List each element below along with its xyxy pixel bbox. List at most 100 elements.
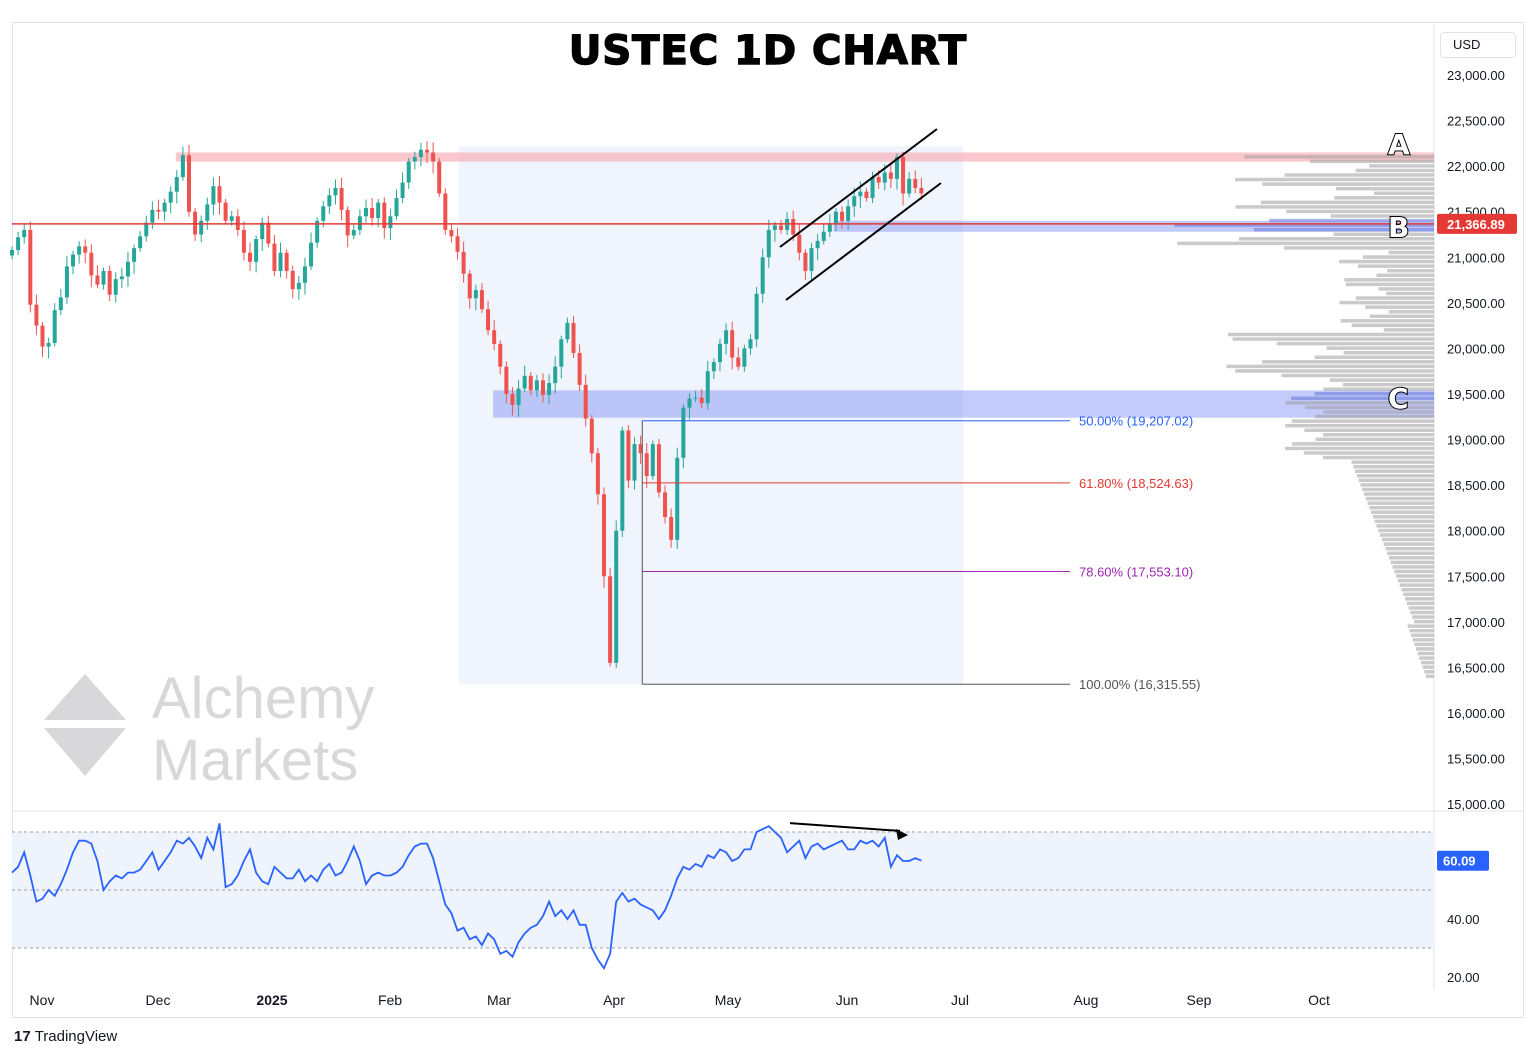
candle-body	[534, 380, 539, 391]
candle-body	[296, 282, 301, 290]
candle-body	[638, 444, 643, 454]
candle-body	[443, 193, 448, 230]
price-tick: 19,500.00	[1447, 387, 1505, 402]
candle-body	[583, 384, 588, 419]
last-price-badge	[1437, 213, 1517, 234]
fib-level-label: 78.60% (17,553.10)	[1079, 564, 1193, 579]
volume-profile-bar	[1426, 674, 1434, 679]
channel-line	[785, 182, 942, 301]
candle-body	[553, 366, 558, 384]
volume-profile-bar	[1326, 346, 1434, 350]
candle-body	[333, 188, 338, 196]
volume-profile-bar	[1330, 214, 1434, 218]
zone-label-b: B	[1388, 211, 1409, 244]
volume-profile-bar	[1291, 419, 1434, 423]
candle-body	[919, 188, 924, 194]
price-tick: 20,500.00	[1447, 296, 1505, 311]
candle-body	[791, 219, 796, 235]
volume-profile-bar	[1314, 355, 1434, 360]
tradingview-brand[interactable]: 17 TradingView	[14, 1028, 117, 1045]
candle-body	[858, 191, 863, 197]
volume-profile-bar	[1386, 291, 1434, 296]
candle-body	[846, 206, 851, 221]
volume-profile-bar	[1372, 515, 1434, 519]
candle-body	[412, 157, 417, 162]
volume-profile-bar	[1310, 159, 1434, 164]
candle-body	[547, 383, 552, 395]
volume-profile-bar	[1323, 387, 1434, 391]
watermark-line-2: Markets	[152, 728, 359, 793]
fib-level-label: 100.00% (16,315.55)	[1079, 677, 1200, 692]
candle-body	[559, 339, 564, 367]
volume-profile-bar	[1424, 669, 1434, 674]
price-tick: 17,000.00	[1447, 615, 1505, 630]
volume-profile-bar	[1276, 341, 1434, 346]
price-axis: 23,000.0022,500.0022,000.0021,500.0021,0…	[1437, 68, 1517, 812]
time-tick: 2025	[256, 992, 287, 1008]
time-axis: Nov Dec 2025 Feb Mar Apr May Jun Jul Aug Sep Oct	[30, 992, 1330, 1008]
candle-body	[266, 222, 271, 244]
price-tick: 17,500.00	[1447, 569, 1505, 584]
volume-profile-bar	[1369, 164, 1434, 168]
candle-body	[150, 209, 155, 223]
candle-body	[644, 453, 649, 477]
candle-body	[132, 248, 137, 262]
volume-profile-bar	[1292, 442, 1434, 446]
candle-body	[16, 237, 21, 250]
candle-body	[168, 191, 173, 203]
candle-body	[565, 322, 570, 340]
candle-body	[473, 290, 478, 299]
candle-body	[205, 204, 210, 221]
candle-body	[461, 251, 466, 274]
volume-profile-bar	[1362, 487, 1434, 492]
volume-profile-bar	[1392, 565, 1434, 569]
divergence-arrow	[789, 822, 901, 832]
volume-profile-bar	[1356, 474, 1434, 478]
currency-button[interactable]: USD	[1440, 32, 1516, 58]
candle-body	[742, 348, 747, 367]
watermark: Alchemy Markets	[152, 668, 374, 792]
time-tick: Apr	[603, 992, 625, 1008]
volume-profile-bar	[1414, 619, 1434, 624]
candle-body	[83, 246, 88, 253]
chart-title: USTEC 1D CHART	[568, 27, 968, 75]
volume-profile-bar	[1389, 556, 1434, 560]
volume-profile-bar	[1376, 273, 1434, 278]
volume-profile-bar	[1416, 647, 1434, 651]
candle-body	[754, 293, 759, 340]
volume-profile-bar	[1235, 369, 1434, 373]
volume-profile-bar	[1342, 382, 1434, 387]
last-price-label: 21,366.89	[1447, 217, 1505, 232]
candle-body	[882, 172, 887, 183]
alchemy-logo-icon	[44, 674, 126, 776]
volume-profile-bar	[1394, 569, 1434, 574]
candle-body	[71, 254, 76, 267]
candle-body	[156, 209, 161, 212]
candle-body	[595, 453, 600, 495]
candle-body	[52, 310, 57, 343]
volume-profile-bar	[1269, 218, 1434, 223]
volume-profile-bar	[1378, 528, 1434, 533]
price-tick: 15,500.00	[1447, 752, 1505, 767]
volume-profile-bar	[1353, 464, 1434, 469]
price-tick: 22,000.00	[1447, 159, 1505, 174]
volume-profile-bar	[1335, 186, 1434, 191]
candle-body	[138, 236, 143, 249]
volume-profile-bar	[1411, 633, 1434, 638]
zone-b	[833, 220, 1434, 232]
volume-profile-bar	[1365, 305, 1434, 309]
volume-profile-bar	[1385, 546, 1434, 551]
candle-body	[760, 257, 765, 294]
volume-profile-bar	[1339, 259, 1434, 264]
volume-profile-bar	[1421, 660, 1434, 665]
volume-profile-bar	[1303, 451, 1434, 455]
volume-profile-bar	[1403, 592, 1434, 597]
rsi-tick: 40.00	[1447, 912, 1480, 927]
volume-profile-bar	[1381, 537, 1434, 542]
candle-body	[650, 444, 655, 477]
channel-line	[779, 128, 938, 248]
candle-body	[186, 155, 191, 212]
candle-body	[833, 211, 838, 225]
